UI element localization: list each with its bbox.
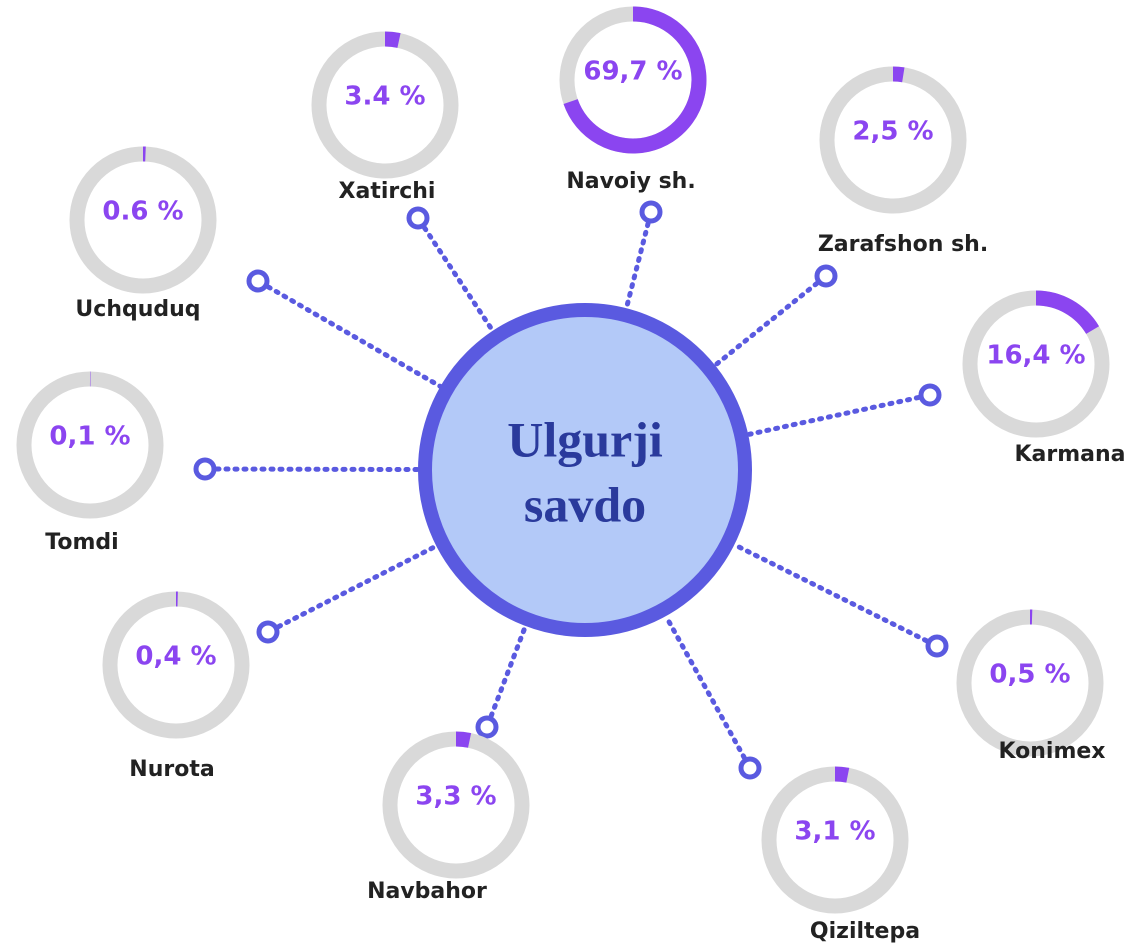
node-label: Navbahor xyxy=(367,879,487,904)
connector xyxy=(214,466,421,473)
connector xyxy=(731,542,929,644)
links xyxy=(214,221,929,761)
connector-dot xyxy=(925,634,949,658)
connector-dot xyxy=(193,457,217,481)
center-line: savdo xyxy=(524,476,646,532)
ring-arc xyxy=(892,66,905,83)
ring-arc xyxy=(563,6,707,154)
node-label: Qiziltepa xyxy=(810,919,920,944)
connector xyxy=(422,225,496,334)
value-label: 3,3 % xyxy=(415,782,496,812)
node-label: Navoiy sh. xyxy=(566,169,695,194)
value-label: 0,5 % xyxy=(989,660,1070,690)
value-label: 3,1 % xyxy=(794,817,875,847)
connector xyxy=(488,623,528,719)
connector-dot xyxy=(475,715,499,739)
center-line: Ulgurji xyxy=(507,411,663,467)
connector xyxy=(663,613,747,761)
value-label: 16,4 % xyxy=(986,341,1085,371)
ring-arc xyxy=(455,731,472,748)
ring-arc xyxy=(1035,290,1100,335)
connector xyxy=(276,543,439,630)
node-label: Konimex xyxy=(998,739,1105,764)
connector-dot xyxy=(738,756,762,780)
center-circle xyxy=(418,303,752,637)
connector-dot xyxy=(256,620,280,644)
value-label: 0,4 % xyxy=(135,642,216,672)
node-label: Karmana xyxy=(1014,442,1125,467)
connector xyxy=(623,221,651,311)
node-label: Uchquduq xyxy=(75,297,200,322)
ring-arc xyxy=(384,31,401,48)
connector-dot xyxy=(639,200,663,224)
connector-dot xyxy=(918,383,942,407)
connector xyxy=(265,284,443,389)
connector-dot xyxy=(406,206,430,230)
connector-dot xyxy=(246,269,270,293)
connector xyxy=(712,281,820,368)
node-label: Zarafshon sh. xyxy=(818,232,988,257)
value-label: 2,5 % xyxy=(852,117,933,147)
node-label: Tomdi xyxy=(45,530,118,555)
node-label: Nurota xyxy=(129,757,214,782)
connector-dot xyxy=(814,264,838,288)
value-label: 0.6 % xyxy=(102,197,183,227)
ring-arc xyxy=(834,766,850,783)
connector xyxy=(745,395,921,438)
value-label: 0,1 % xyxy=(49,422,130,452)
node-label: Xatirchi xyxy=(339,179,436,204)
value-label: 3.4 % xyxy=(344,82,425,112)
value-label: 69,7 % xyxy=(583,57,682,87)
